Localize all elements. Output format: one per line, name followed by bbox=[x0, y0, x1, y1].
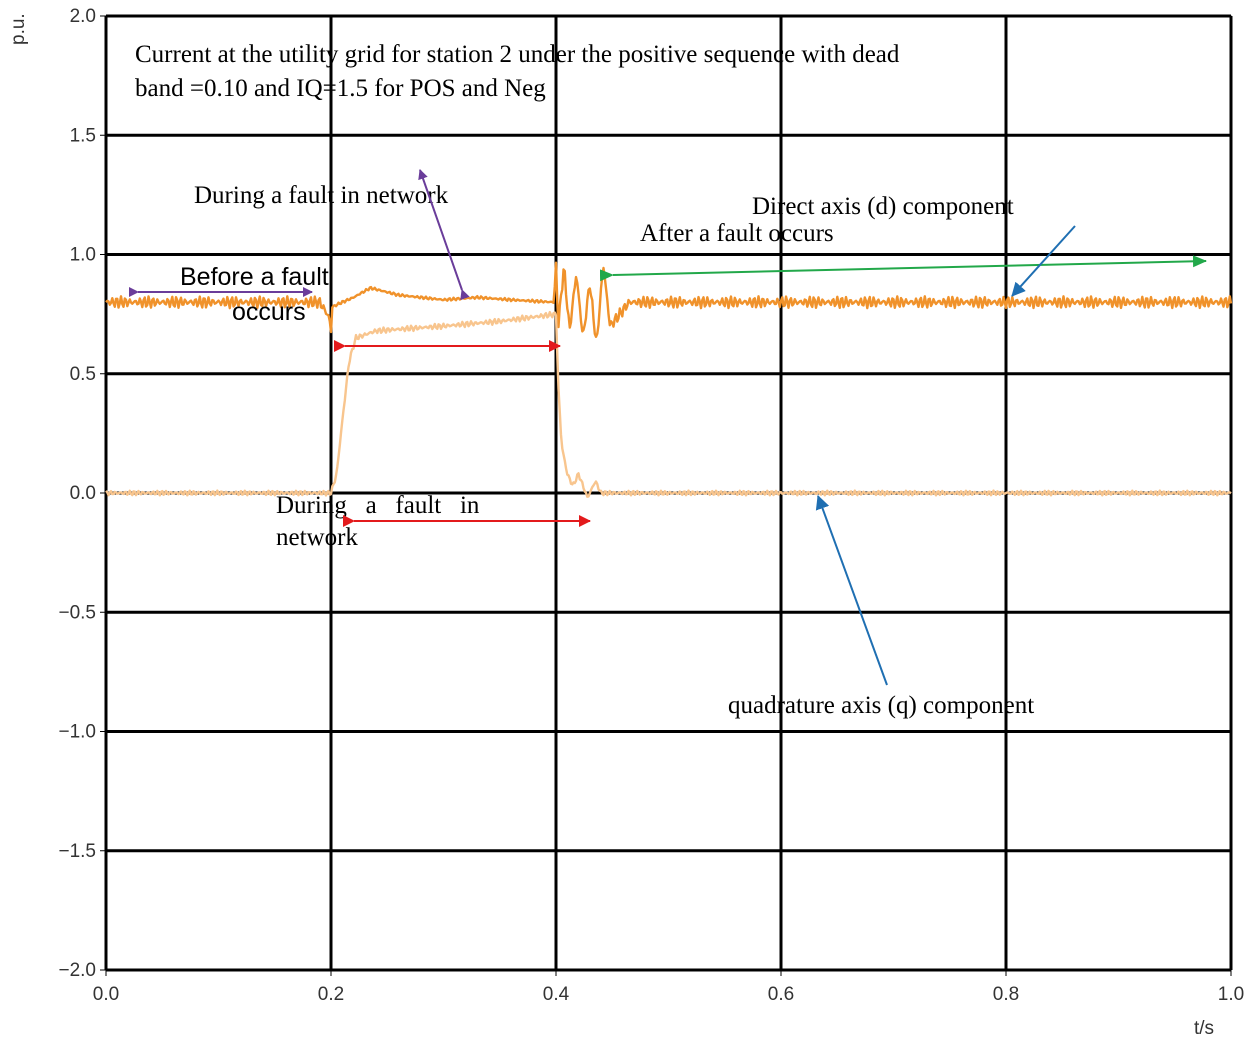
arrow-q-component bbox=[815, 495, 888, 686]
x-tick-label: 0.8 bbox=[993, 984, 1019, 1005]
annotation-before-fault: Before a fault bbox=[180, 263, 329, 291]
tick-labels: 2.0 1.5 1.0 0.5 0.0 −0.5 −1.0 −1.5 −2.0 0.0 0.2 0.4… bbox=[58, 6, 1244, 1005]
annotation-during-fault-top: During a fault in network bbox=[194, 182, 449, 209]
arrow-after-fault bbox=[599, 255, 1207, 282]
arrow-d-component bbox=[1011, 225, 1076, 297]
y-axis-label: p.u. bbox=[8, 13, 29, 45]
y-tick-label: 1.0 bbox=[70, 245, 96, 266]
chart-title-line-1: Current at the utility grid for station … bbox=[135, 41, 900, 68]
x-axis-label: t/s bbox=[1194, 1018, 1214, 1038]
y-tick-label: −2.0 bbox=[58, 960, 96, 981]
x-tick-label: 0.4 bbox=[543, 984, 570, 1005]
y-tick-label: 0.5 bbox=[70, 364, 96, 385]
annotation-before-fault-2: occurs bbox=[232, 298, 306, 326]
x-tick-label: 1.0 bbox=[1218, 984, 1244, 1005]
y-tick-label: −1.0 bbox=[58, 722, 96, 743]
y-tick-label: 0.0 bbox=[70, 483, 96, 504]
y-tick-label: 2.0 bbox=[70, 6, 96, 27]
annotation-d-component: Direct axis (d) component bbox=[752, 193, 1014, 220]
x-tick-label: 0.6 bbox=[768, 984, 794, 1005]
chart-title-line-2: band =0.10 and IQ=1.5 for POS and Neg bbox=[135, 75, 546, 102]
x-tick-label: 0.2 bbox=[318, 984, 344, 1005]
series-line-q-component bbox=[105, 310, 1232, 498]
y-tick-label: −1.5 bbox=[58, 841, 96, 862]
grid bbox=[100, 14, 1233, 976]
annotation-during-fault-bottom-2: network bbox=[276, 524, 358, 551]
x-tick-label: 0.0 bbox=[93, 984, 119, 1005]
series-line-d-component bbox=[105, 261, 1233, 338]
annotation-during-fault-bottom: During a fault in bbox=[276, 492, 480, 519]
y-tick-label: −0.5 bbox=[58, 602, 96, 623]
annotation-after-fault: After a fault occurs bbox=[640, 220, 834, 247]
y-tick-label: 1.5 bbox=[70, 125, 96, 146]
annotation-q-component: quadrature axis (q) component bbox=[728, 692, 1034, 719]
series-lines bbox=[105, 261, 1233, 498]
arrow-during-fault-top bbox=[418, 169, 470, 301]
